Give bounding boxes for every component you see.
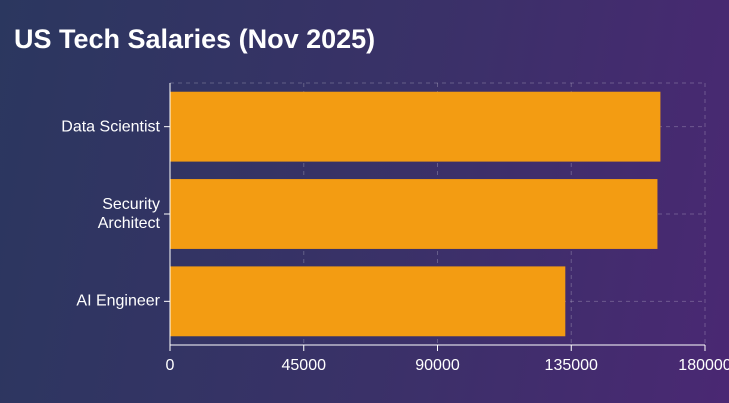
x-tick-label: 45000 — [282, 357, 327, 374]
y-tick-label: Data Scientist — [61, 118, 160, 136]
x-tick-label: 0 — [166, 357, 175, 374]
bar — [170, 91, 661, 162]
chart-title: US Tech Salaries (Nov 2025) — [14, 24, 376, 54]
y-tick-label: Security Architect — [97, 196, 160, 232]
x-tick-label: 180000 — [678, 357, 729, 374]
bar — [170, 179, 658, 249]
x-tick-label: 90000 — [415, 357, 460, 374]
x-tick-label: 135000 — [545, 357, 598, 374]
y-tick-label: AI Engineer — [76, 292, 160, 310]
bar — [170, 266, 566, 337]
